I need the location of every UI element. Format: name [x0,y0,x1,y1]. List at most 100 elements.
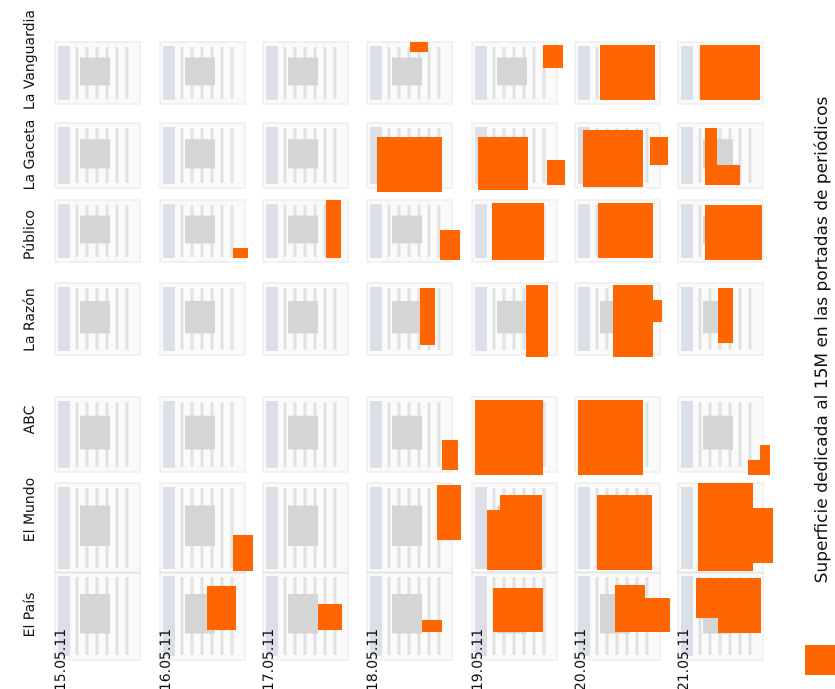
newspaper-label: El Mundo [22,478,38,542]
date-label: 16.05.11 [158,629,174,689]
photo [392,301,422,333]
area [650,300,662,322]
area [600,45,655,100]
masthead [266,127,278,184]
photo [80,216,110,244]
photo [185,58,215,86]
front-page [263,397,348,472]
front-page [263,42,348,104]
front-page [55,283,140,355]
area [410,42,428,52]
photo [185,301,215,333]
front-page [160,123,245,188]
newspaper-label: La Gaceta [22,120,38,191]
masthead [266,401,278,468]
front-page [160,397,245,472]
area [748,508,773,563]
thumbnails [55,42,763,660]
area [748,460,770,475]
area [493,588,543,632]
masthead [475,287,487,351]
front-page [263,483,348,573]
area [700,45,760,100]
legend-text: Superficie dedicada al 15M en las portad… [812,96,832,583]
area [718,288,733,343]
area [705,205,762,260]
photo [80,416,110,450]
masthead [370,401,382,468]
masthead [681,287,693,351]
area [705,165,740,185]
area [478,137,528,190]
area [578,400,643,475]
area [526,285,548,357]
date-label: 18.05.11 [365,629,381,689]
masthead [163,46,175,100]
area [233,535,253,571]
legend-swatch [805,645,835,675]
photo [288,139,318,168]
area [377,137,442,192]
front-page [367,397,452,472]
masthead [58,401,70,468]
area [318,604,342,630]
photo [80,594,110,634]
masthead [578,287,590,351]
area [640,598,670,632]
masthead [681,487,693,569]
masthead [475,46,487,100]
photo [288,416,318,450]
masthead [58,204,70,258]
masthead [58,46,70,100]
newspaper-label: El País [22,593,38,638]
newspaper-label: ABC [22,405,38,434]
masthead [163,287,175,351]
front-page [55,42,140,104]
photo [392,216,422,244]
front-page [263,123,348,188]
date-label: 21.05.11 [676,629,692,689]
photo [288,301,318,333]
masthead [163,401,175,468]
front-page [55,483,140,573]
photo [392,594,422,634]
area [760,445,770,461]
area [207,586,236,630]
masthead [475,487,487,569]
front-page [367,283,452,355]
masthead [475,204,487,258]
masthead [370,487,382,569]
photo [185,506,215,547]
photo [185,216,215,244]
photo [185,416,215,450]
masthead [266,46,278,100]
area [547,160,565,185]
photo [497,301,527,333]
area [475,400,543,475]
front-page [367,42,452,104]
masthead [58,287,70,351]
photo [80,58,110,86]
masthead [163,487,175,569]
masthead [370,46,382,100]
front-page [55,200,140,262]
area [598,203,653,258]
masthead [266,487,278,569]
photo [497,58,527,86]
area [698,483,753,571]
front-page [160,283,245,355]
photo [392,58,422,86]
photo [185,139,215,168]
masthead [58,487,70,569]
photo [392,506,422,547]
photo [288,506,318,547]
masthead [58,127,70,184]
photo [392,416,422,450]
front-page [55,397,140,472]
front-page [367,200,452,262]
front-page [55,123,140,188]
area [583,130,643,187]
masthead [266,287,278,351]
masthead [370,287,382,351]
front-page [160,200,245,262]
